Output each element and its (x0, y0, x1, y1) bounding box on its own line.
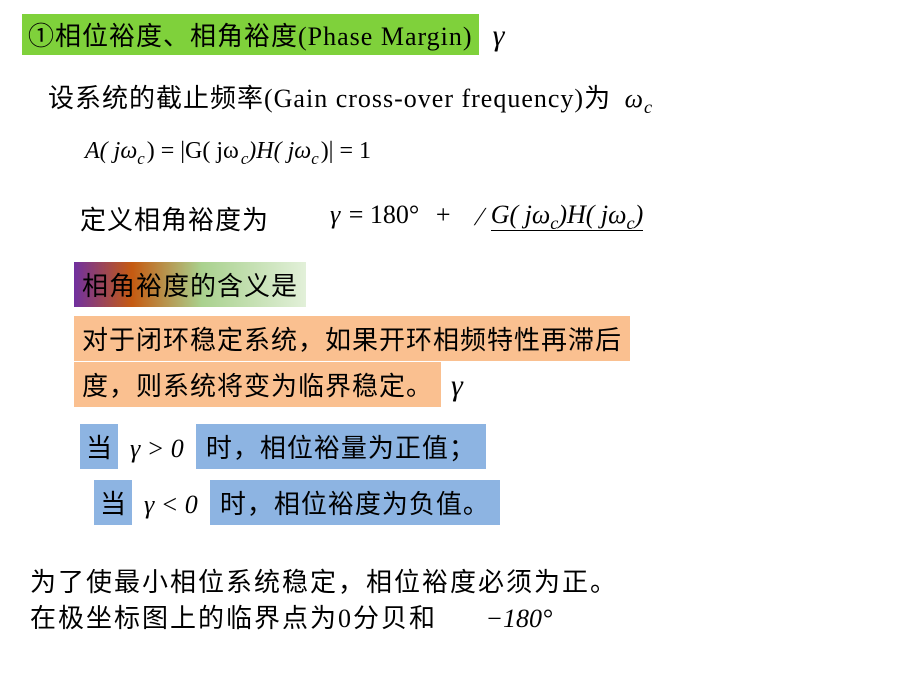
eq1-b: ) = |G( jω (145, 138, 241, 164)
explain-row-1: 对于闭环稳定系统，如果开环相频特性再滞后 (74, 316, 630, 361)
eq2-s2: c (627, 213, 635, 233)
explain2-highlight: 度，则系统将变为临界稳定。 (74, 362, 441, 407)
title-marker: ① (28, 22, 55, 51)
title-gamma: γ (493, 19, 505, 52)
eq1-s1: c (137, 149, 144, 168)
cond2-expr: γ < 0 (144, 490, 198, 519)
cond1-b: 时，相位裕量为正值； (206, 434, 476, 463)
explain2-gamma: γ (451, 369, 463, 402)
meaning-highlight: 相角裕度的含义是 (74, 262, 306, 307)
cond1-expr: γ > 0 (130, 434, 184, 463)
line-define: 定义相角裕度为 (80, 200, 269, 237)
cond1-a-hl: 当 (80, 424, 118, 469)
omega-sub: c (644, 97, 653, 117)
title-text: 相位裕度、相角裕度(Phase Margin) (55, 22, 473, 51)
eq1-a: A( jω (85, 138, 137, 164)
eq1-d: )| = 1 (319, 138, 373, 164)
conclusion2-val: −180° (486, 604, 553, 633)
cond2-b: 时，相位裕度为负值。 (220, 490, 490, 519)
cond2-a: 当 (100, 490, 126, 519)
cond2-b-hl: 时，相位裕度为负值。 (210, 480, 500, 525)
cond1-b-hl: 时，相位裕量为正值； (196, 424, 486, 469)
explain-row-2: 度，则系统将变为临界稳定。 γ (74, 362, 463, 407)
eq2-Gpart: G( jω (491, 200, 551, 229)
title-highlight: ①相位裕度、相角裕度(Phase Margin) (22, 14, 479, 55)
crossover-text: 设系统的截止频率(Gain cross-over frequency)为 (48, 84, 611, 113)
conclusion1-text: 为了使最小相位系统稳定，相位裕度必须为正。 (30, 568, 618, 597)
equation-magnitude: A( jωc) = |G( jωc)H( jωc)| = 1 (85, 138, 373, 169)
conclusion-row-1: 为了使最小相位系统稳定，相位裕度必须为正。 (30, 562, 618, 599)
explain1-highlight: 对于闭环稳定系统，如果开环相频特性再滞后 (74, 316, 630, 361)
meaning-row: 相角裕度的含义是 (74, 262, 306, 307)
angle-expr: G( jωc)H( jωc) (491, 200, 644, 231)
slide-canvas: ①相位裕度、相角裕度(Phase Margin) γ 设系统的截止频率(Gain… (0, 0, 920, 690)
define-text: 定义相角裕度为 (80, 206, 269, 235)
meaning-text: 相角裕度的含义是 (82, 272, 298, 301)
angle-symbol: / (471, 202, 488, 232)
eq2-end: ) (635, 200, 644, 229)
explain2-text: 度，则系统将变为临界稳定。 (82, 372, 433, 401)
omega: ω (625, 84, 644, 113)
explain1-text: 对于闭环稳定系统，如果开环相频特性再滞后 (82, 326, 622, 355)
cond-row-2: 当 γ < 0 时，相位裕度为负值。 (94, 480, 500, 525)
eq2-plus: + (434, 200, 453, 229)
eq2-Hpart: )H( jω (558, 200, 626, 229)
eq1-s3: c (311, 149, 318, 168)
conclusion2-text: 在极坐标图上的临界点为0分贝和 (30, 604, 437, 633)
conclusion-row-2: 在极坐标图上的临界点为0分贝和 −180° (30, 598, 552, 635)
eq1-c: )H( jω (248, 138, 311, 164)
cond-row-1: 当 γ > 0 时，相位裕量为正值； (80, 424, 486, 469)
line-crossover: 设系统的截止频率(Gain cross-over frequency)为 ωc (48, 78, 653, 118)
cond2-a-hl: 当 (94, 480, 132, 525)
equation-gamma: γ = 180° + / G( jωc)H( jωc) (330, 200, 643, 234)
eq2-g: γ (330, 200, 340, 229)
eq2-eq: = 180° (340, 200, 421, 229)
cond1-a: 当 (86, 434, 112, 463)
title-row: ①相位裕度、相角裕度(Phase Margin) γ (22, 14, 504, 55)
